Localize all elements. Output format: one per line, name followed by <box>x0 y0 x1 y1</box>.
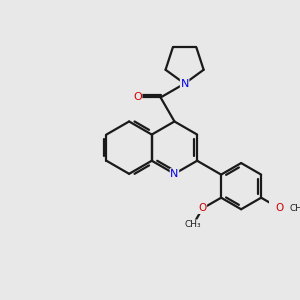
Text: O: O <box>198 203 207 214</box>
Text: CH₃: CH₃ <box>290 204 300 213</box>
Text: N: N <box>180 79 189 88</box>
Text: O: O <box>276 203 284 214</box>
Text: N: N <box>170 169 178 179</box>
Text: O: O <box>133 92 142 103</box>
Text: CH₃: CH₃ <box>185 220 202 229</box>
